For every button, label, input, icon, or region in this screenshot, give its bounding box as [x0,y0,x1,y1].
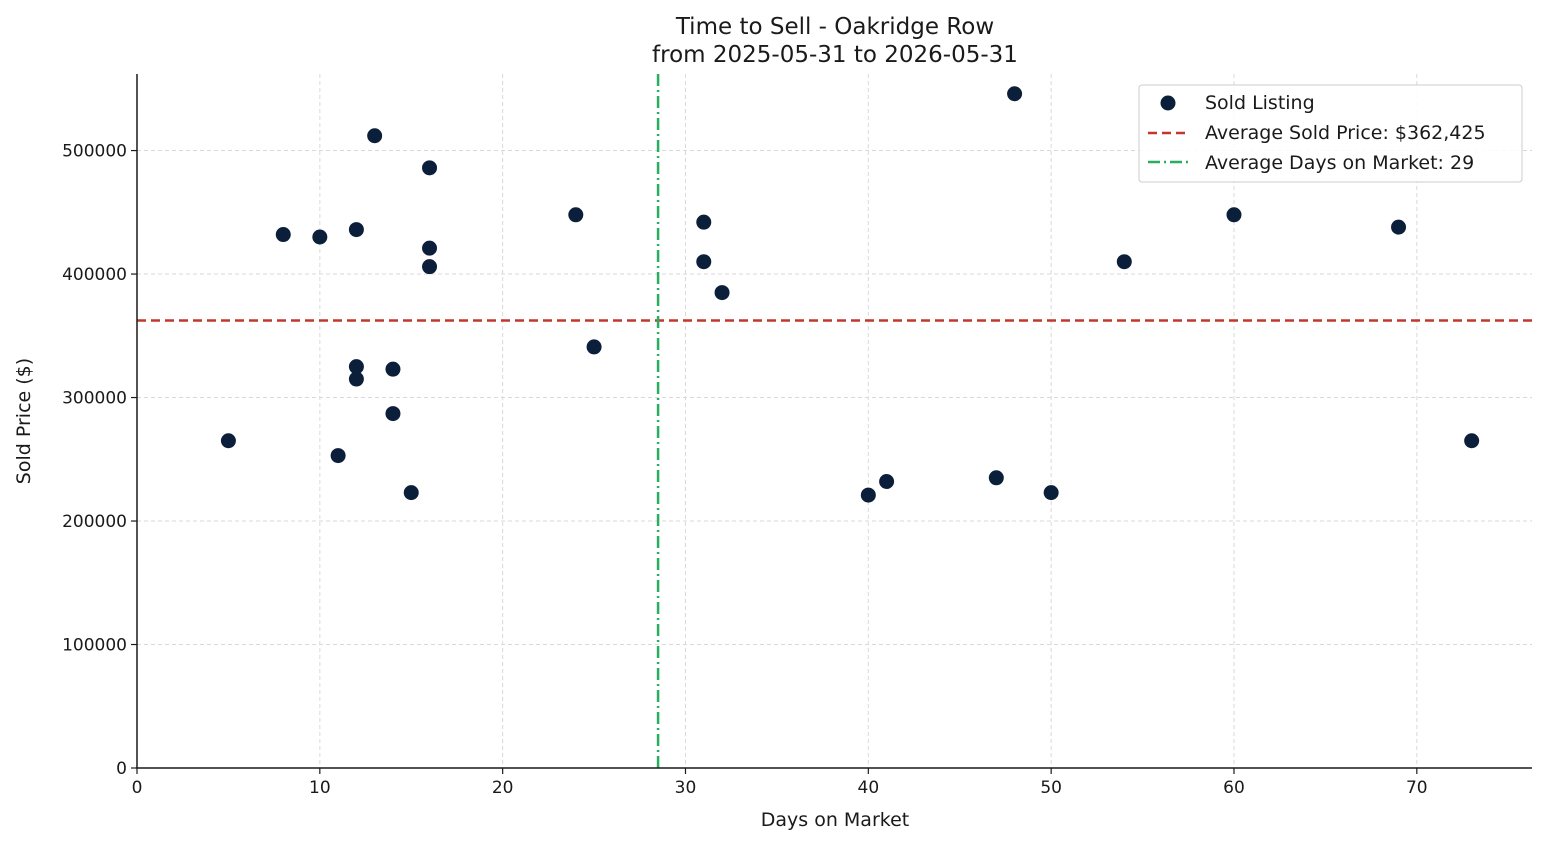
reference-lines [137,74,1532,768]
y-tick-label: 500000 [62,142,127,162]
x-tick-label: 70 [1406,778,1428,798]
y-tick-label: 400000 [62,265,127,285]
data-point [422,259,438,275]
x-tick-label: 30 [675,778,697,798]
data-point [330,448,346,464]
x-tick-label: 60 [1223,778,1245,798]
legend-label-avg-price: Average Sold Price: $362,425 [1205,122,1486,144]
data-point [860,487,876,503]
legend-label-sold-listing: Sold Listing [1205,92,1315,114]
chart-subtitle: from 2025-05-31 to 2026-05-31 [652,42,1018,68]
y-tick-label: 100000 [62,636,127,656]
data-point [422,240,438,256]
data-point [1464,433,1480,449]
data-point [696,254,712,270]
x-axis-ticks: 0 10 20 30 40 50 60 70 [132,768,1428,798]
legend-label-avg-days: Average Days on Market: 29 [1205,152,1474,174]
chart-title: Time to Sell - Oakridge Row [675,14,994,40]
data-point [1116,254,1132,270]
data-point [879,474,895,490]
data-point [696,214,712,230]
data-point [275,227,291,243]
data-point [220,433,236,449]
y-tick-label: 200000 [62,512,127,532]
data-point [1391,219,1407,235]
x-tick-label: 50 [1040,778,1062,798]
data-point [422,160,438,176]
x-tick-label: 10 [309,778,331,798]
data-point [586,339,602,355]
data-point [1226,207,1242,223]
data-point [988,470,1004,486]
x-tick-label: 40 [858,778,880,798]
x-tick-label: 0 [132,778,143,798]
data-point [568,207,584,223]
data-point [1043,485,1059,501]
data-point [312,229,328,245]
data-points [220,86,1480,503]
data-point [367,128,383,144]
data-point [385,361,401,377]
data-point [385,406,401,422]
data-point [348,359,364,375]
legend-box [1138,84,1523,183]
y-axis-label: Sold Price ($) [13,358,35,484]
data-point [348,371,364,387]
data-point [1007,86,1023,102]
data-point [714,285,730,301]
x-axis-label: Days on Market [761,809,909,831]
data-point [348,222,364,238]
y-axis-ticks: 0 100000 200000 300000 400000 500000 [62,142,137,779]
y-tick-label: 0 [116,759,127,779]
legend-marker-sold-listing [1160,95,1176,111]
legend: Sold Listing Average Sold Price: $362,42… [1138,84,1523,183]
y-tick-label: 300000 [62,389,127,409]
x-tick-label: 20 [492,778,514,798]
data-point [403,485,419,501]
